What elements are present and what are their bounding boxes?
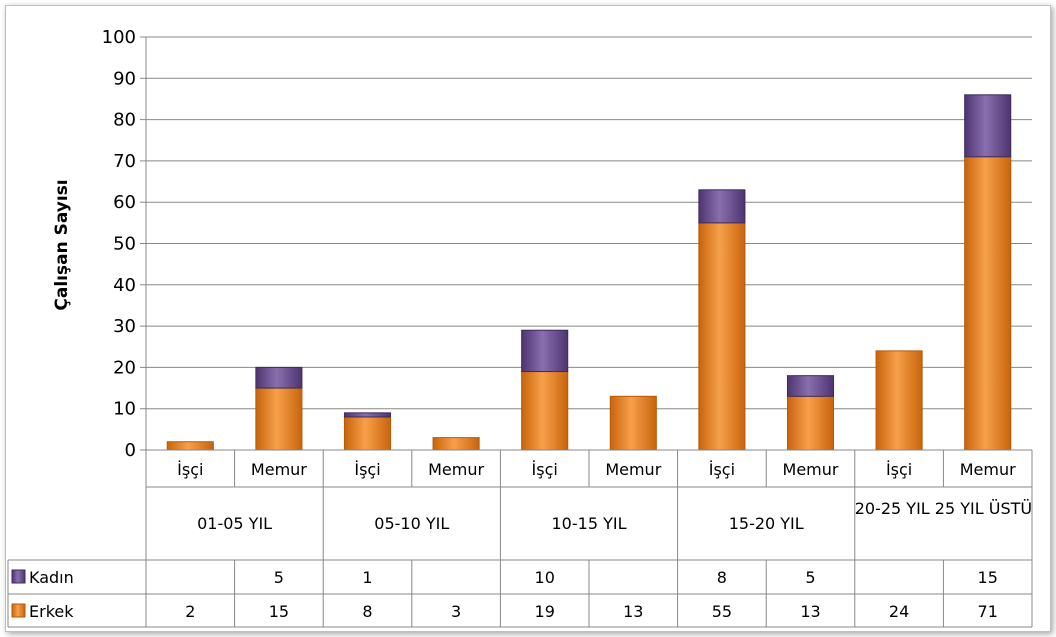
bar-erkek — [521, 371, 569, 451]
data-label: 15 — [269, 602, 289, 621]
bar-erkek — [609, 395, 657, 451]
bar-kadın — [698, 189, 746, 224]
data-label: 2 — [185, 602, 195, 621]
y-tick-label: 10 — [113, 399, 136, 420]
y-tick-label: 20 — [113, 357, 136, 378]
bar-kadın — [964, 94, 1012, 158]
group-label: 20-25 YIL 25 YIL ÜSTÜ — [855, 499, 1032, 518]
y-tick-label: 80 — [113, 110, 136, 131]
bar-erkek — [698, 222, 746, 451]
y-tick-label: 40 — [113, 275, 136, 296]
group-label: 10-15 YIL — [552, 514, 627, 533]
legend-label: Erkek — [29, 602, 74, 621]
bar-kadın — [343, 412, 392, 418]
bar-erkek — [432, 437, 480, 451]
y-tick-label: 30 — [113, 316, 136, 337]
data-label: 8 — [717, 568, 727, 587]
data-label: 3 — [451, 602, 461, 621]
group-label: 05-10 YIL — [374, 514, 449, 533]
x-category-label: Memur — [251, 460, 307, 479]
data-label: 5 — [274, 568, 284, 587]
group-label: 15-20 YIL — [729, 514, 804, 533]
y-tick-label: 60 — [113, 192, 136, 213]
bars — [166, 94, 1012, 451]
bar-kadın — [521, 329, 569, 373]
x-category-label: Memur — [428, 460, 484, 479]
bar-kadın — [255, 366, 303, 389]
data-label: 1 — [362, 568, 372, 587]
bar-erkek — [964, 156, 1012, 451]
data-label: 8 — [362, 602, 372, 621]
data-label: 15 — [978, 568, 998, 587]
data-label: 13 — [800, 602, 820, 621]
x-category-label: Memur — [605, 460, 661, 479]
data-label: 55 — [712, 602, 732, 621]
bar-erkek — [875, 350, 923, 451]
data-label: 10 — [535, 568, 555, 587]
bar-erkek — [786, 395, 835, 451]
y-axis-ticks: 0 10 20 30 40 50 60 70 80 90 100 — [102, 27, 136, 461]
bar-erkek — [343, 416, 392, 451]
data-label: 5 — [805, 568, 815, 587]
data-table: İşçi Memur İşçi Memur İşçi Memur İşçi Memur İşçi… — [7, 449, 1033, 628]
y-tick-label: 100 — [102, 27, 136, 48]
group-label: 01-05 YIL — [197, 514, 272, 533]
data-label: 71 — [978, 602, 998, 621]
x-category-label: İşçi — [709, 460, 735, 479]
y-tick-label: 70 — [113, 151, 136, 172]
data-label: 19 — [535, 602, 555, 621]
legend-label: Kadın — [29, 568, 74, 587]
legend-swatch-erkek — [11, 603, 26, 618]
bar-erkek — [166, 441, 214, 451]
bar-kadın — [786, 375, 835, 397]
x-category-label: İşçi — [886, 460, 912, 479]
y-tick-label: 90 — [113, 68, 136, 89]
data-label: 24 — [889, 602, 909, 621]
y-axis-label: Çalışan Sayısı — [52, 179, 72, 310]
chart-frame — [5, 5, 1051, 632]
x-category-label: Memur — [960, 460, 1016, 479]
y-tick-label: 0 — [125, 440, 136, 461]
bar-erkek — [255, 387, 303, 451]
x-category-label: İşçi — [354, 460, 380, 479]
legend-swatch-kadın — [11, 569, 26, 584]
x-category-label: Memur — [783, 460, 839, 479]
data-label: 13 — [623, 602, 643, 621]
x-category-label: İşçi — [177, 460, 203, 479]
x-category-label: İşçi — [532, 460, 558, 479]
y-tick-label: 50 — [113, 234, 136, 255]
